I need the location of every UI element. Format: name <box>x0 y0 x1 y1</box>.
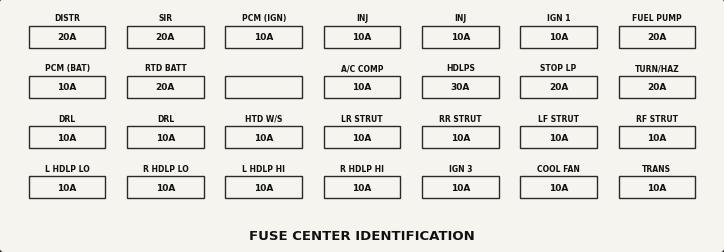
Bar <box>618 177 695 199</box>
Text: 10A: 10A <box>353 183 371 192</box>
Text: INJ: INJ <box>454 14 466 23</box>
Bar <box>521 77 597 99</box>
Bar <box>521 127 597 149</box>
Bar <box>324 26 400 48</box>
Bar <box>127 127 203 149</box>
Bar <box>225 77 302 99</box>
Text: FUSE CENTER IDENTIFICATION: FUSE CENTER IDENTIFICATION <box>249 230 475 242</box>
Text: 20A: 20A <box>57 33 77 42</box>
Text: 10A: 10A <box>549 183 568 192</box>
Text: 20A: 20A <box>647 83 667 92</box>
Text: L HDLP LO: L HDLP LO <box>45 164 90 173</box>
Text: 10A: 10A <box>57 183 77 192</box>
Text: SIR: SIR <box>159 14 172 23</box>
Bar <box>29 127 106 149</box>
Text: FUEL PUMP: FUEL PUMP <box>632 14 682 23</box>
Text: IGN 3: IGN 3 <box>449 164 472 173</box>
Text: RR STRUT: RR STRUT <box>439 114 481 123</box>
Text: 10A: 10A <box>254 33 274 42</box>
Text: RTD BATT: RTD BATT <box>145 64 186 73</box>
Bar <box>29 26 106 48</box>
Text: RF STRUT: RF STRUT <box>636 114 678 123</box>
Text: 10A: 10A <box>450 133 470 142</box>
Text: DRL: DRL <box>59 114 76 123</box>
Text: TRANS: TRANS <box>642 164 671 173</box>
Text: 10A: 10A <box>549 33 568 42</box>
Text: 20A: 20A <box>156 33 175 42</box>
Text: 10A: 10A <box>254 183 274 192</box>
Text: 10A: 10A <box>647 133 667 142</box>
Bar <box>225 26 302 48</box>
Text: 10A: 10A <box>353 83 371 92</box>
Bar <box>29 77 106 99</box>
Text: 10A: 10A <box>156 183 175 192</box>
Text: DRL: DRL <box>157 114 174 123</box>
Text: 20A: 20A <box>156 83 175 92</box>
Text: 10A: 10A <box>450 183 470 192</box>
Bar <box>422 77 499 99</box>
Text: HTD W/S: HTD W/S <box>245 114 282 123</box>
Text: IGN 1: IGN 1 <box>547 14 571 23</box>
Bar <box>127 77 203 99</box>
Text: 10A: 10A <box>450 33 470 42</box>
Bar <box>521 26 597 48</box>
Bar <box>521 177 597 199</box>
Bar <box>29 177 106 199</box>
Bar <box>618 26 695 48</box>
Bar <box>324 77 400 99</box>
Text: 10A: 10A <box>353 133 371 142</box>
Text: A/C COMP: A/C COMP <box>341 64 383 73</box>
Text: 10A: 10A <box>254 133 274 142</box>
Bar <box>127 177 203 199</box>
Bar <box>225 177 302 199</box>
Text: PCM (IGN): PCM (IGN) <box>242 14 286 23</box>
Bar <box>422 177 499 199</box>
Bar <box>618 77 695 99</box>
Text: 20A: 20A <box>647 33 667 42</box>
Text: R HDLP LO: R HDLP LO <box>143 164 188 173</box>
Text: LF STRUT: LF STRUT <box>538 114 579 123</box>
Text: 10A: 10A <box>353 33 371 42</box>
Bar <box>225 127 302 149</box>
Bar <box>422 26 499 48</box>
Text: DISTR: DISTR <box>54 14 80 23</box>
Text: 30A: 30A <box>450 83 470 92</box>
Text: 20A: 20A <box>549 83 568 92</box>
Text: R HDLP HI: R HDLP HI <box>340 164 384 173</box>
Bar <box>618 127 695 149</box>
Text: INJ: INJ <box>356 14 368 23</box>
Bar <box>127 26 203 48</box>
Bar <box>324 127 400 149</box>
Text: TURN/HAZ: TURN/HAZ <box>634 64 679 73</box>
Text: 10A: 10A <box>549 133 568 142</box>
Text: LR STRUT: LR STRUT <box>341 114 383 123</box>
Text: STOP LP: STOP LP <box>540 64 577 73</box>
Text: L HDLP HI: L HDLP HI <box>243 164 285 173</box>
Bar <box>324 177 400 199</box>
Text: 10A: 10A <box>57 133 77 142</box>
Bar <box>422 127 499 149</box>
Text: PCM (BAT): PCM (BAT) <box>45 64 90 73</box>
Text: 10A: 10A <box>156 133 175 142</box>
Text: HDLPS: HDLPS <box>446 64 475 73</box>
Text: 10A: 10A <box>647 183 667 192</box>
Text: COOL FAN: COOL FAN <box>537 164 580 173</box>
Text: 10A: 10A <box>57 83 77 92</box>
